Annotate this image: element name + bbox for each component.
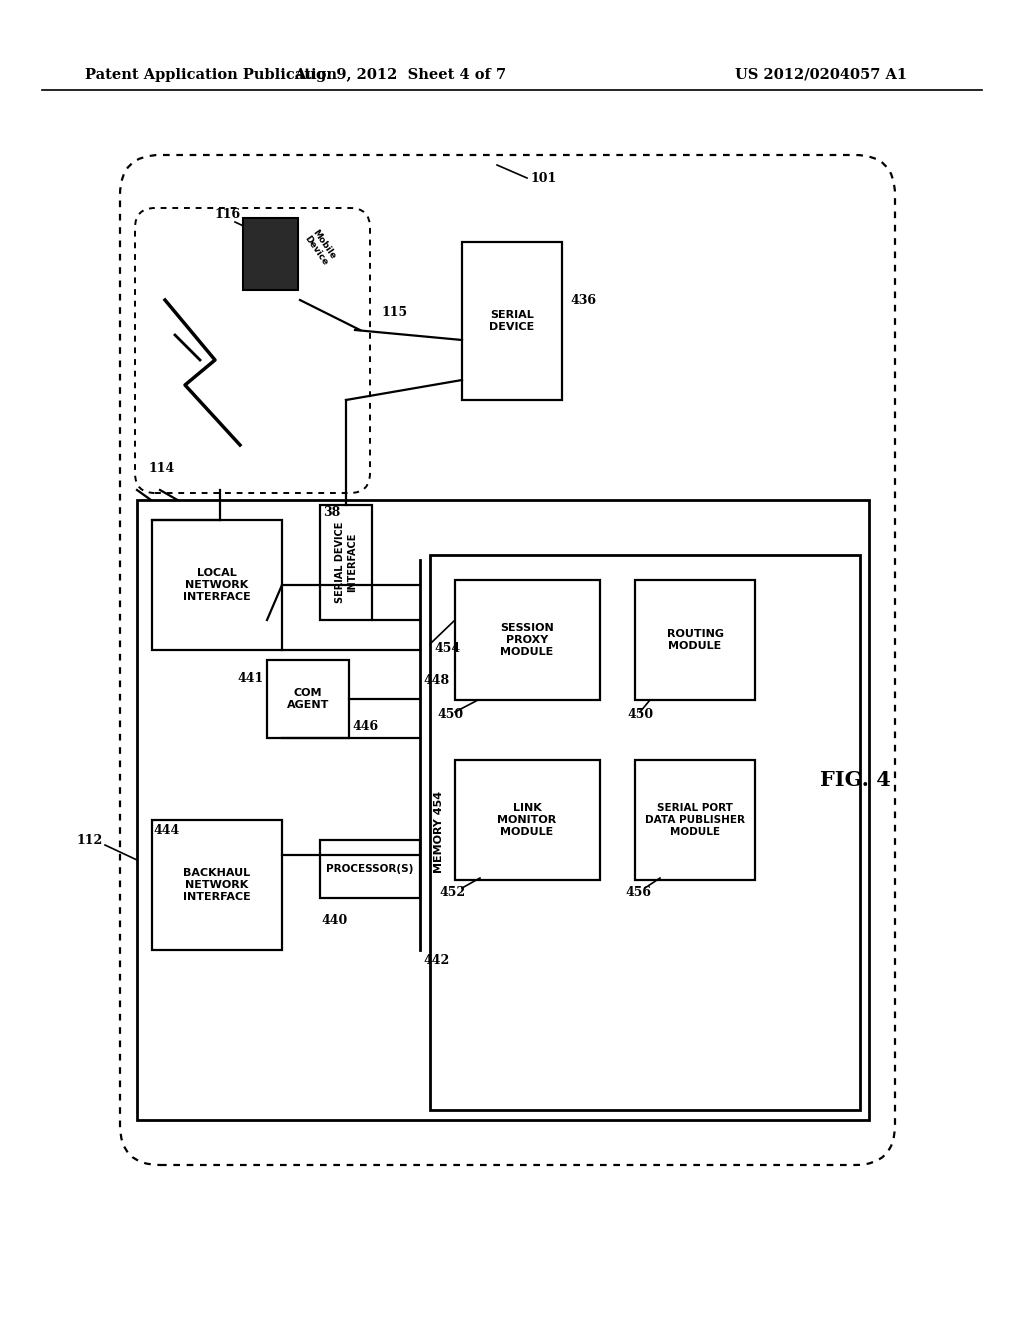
Text: 116: 116 xyxy=(215,209,241,222)
Text: 450: 450 xyxy=(627,709,653,722)
Bar xyxy=(462,242,562,400)
Bar xyxy=(243,218,298,290)
Text: LINK
MONITOR
MODULE: LINK MONITOR MODULE xyxy=(498,804,557,837)
Text: 454: 454 xyxy=(434,642,460,655)
Text: 440: 440 xyxy=(322,913,348,927)
Text: 444: 444 xyxy=(154,824,180,837)
Text: FIG. 4: FIG. 4 xyxy=(819,770,891,789)
Text: 101: 101 xyxy=(530,172,556,185)
Text: SERIAL DEVICE
INTERFACE: SERIAL DEVICE INTERFACE xyxy=(335,521,356,603)
Text: 112: 112 xyxy=(77,833,103,846)
Text: MEMORY 454: MEMORY 454 xyxy=(434,791,444,873)
Text: SERIAL PORT
DATA PUBLISHER
MODULE: SERIAL PORT DATA PUBLISHER MODULE xyxy=(645,804,745,837)
Text: PROCESSOR(S): PROCESSOR(S) xyxy=(327,865,414,874)
Text: 436: 436 xyxy=(570,293,596,306)
Text: 446: 446 xyxy=(352,719,378,733)
FancyBboxPatch shape xyxy=(135,209,370,492)
Text: Patent Application Publication: Patent Application Publication xyxy=(85,69,337,82)
Text: 442: 442 xyxy=(423,953,450,966)
Bar xyxy=(319,506,372,620)
Bar xyxy=(635,760,755,880)
Text: Mobile
Device: Mobile Device xyxy=(302,228,338,268)
Text: 441: 441 xyxy=(238,672,264,685)
Bar xyxy=(152,820,282,950)
Text: 114: 114 xyxy=(148,462,174,474)
Text: SERIAL
DEVICE: SERIAL DEVICE xyxy=(489,310,535,331)
FancyBboxPatch shape xyxy=(120,154,895,1166)
Bar xyxy=(455,760,600,880)
Text: Aug. 9, 2012  Sheet 4 of 7: Aug. 9, 2012 Sheet 4 of 7 xyxy=(294,69,506,82)
Bar xyxy=(635,579,755,700)
Text: ROUTING
MODULE: ROUTING MODULE xyxy=(667,630,724,651)
Text: SESSION
PROXY
MODULE: SESSION PROXY MODULE xyxy=(500,623,554,656)
Text: COM
AGENT: COM AGENT xyxy=(287,688,329,710)
Text: 456: 456 xyxy=(625,886,651,899)
Text: 450: 450 xyxy=(437,709,463,722)
Bar xyxy=(152,520,282,649)
Text: 38: 38 xyxy=(323,507,340,520)
Text: LOCAL
NETWORK
INTERFACE: LOCAL NETWORK INTERFACE xyxy=(183,569,251,602)
Text: BACKHAUL
NETWORK
INTERFACE: BACKHAUL NETWORK INTERFACE xyxy=(183,869,251,902)
Bar xyxy=(430,554,860,1110)
Text: 452: 452 xyxy=(439,886,465,899)
Bar xyxy=(137,500,869,1119)
Text: 115: 115 xyxy=(382,305,408,318)
Bar xyxy=(319,840,420,898)
Bar xyxy=(267,660,349,738)
Text: US 2012/0204057 A1: US 2012/0204057 A1 xyxy=(735,69,907,82)
Text: 448: 448 xyxy=(423,673,450,686)
Bar xyxy=(455,579,600,700)
